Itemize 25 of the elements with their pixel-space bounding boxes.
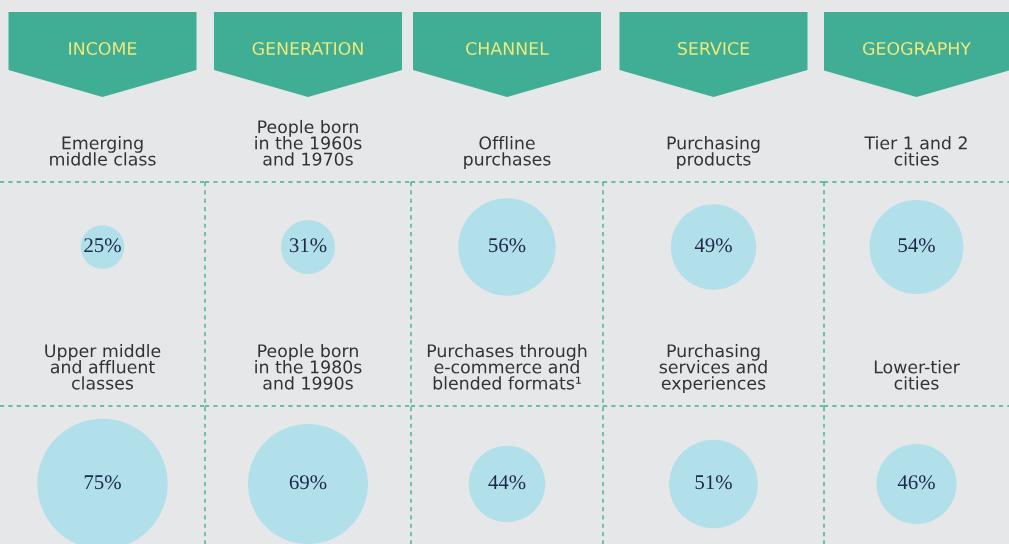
data-label: 54% xyxy=(898,238,935,253)
data-label: 25% xyxy=(84,238,121,253)
text: SERVICE xyxy=(678,41,749,56)
category-label: Emerging middle class xyxy=(50,136,156,166)
category-label: Purchasing services and experiences xyxy=(659,343,767,393)
data-label: 75% xyxy=(84,475,121,490)
category-label: Offline purchases xyxy=(464,136,551,169)
text: INCOME xyxy=(69,41,137,56)
category-label: Upper middle and affluent classes xyxy=(45,343,161,390)
category-label: Lower-tier cities xyxy=(874,360,960,390)
category-label: People born in the 1980s and 1990s xyxy=(255,343,362,390)
data-label: 69% xyxy=(289,475,327,490)
data-label: 49% xyxy=(694,238,732,253)
data-label: 31% xyxy=(289,238,327,253)
category-label: Tier 1 and 2 cities xyxy=(864,136,967,166)
text: GEOGRAPHY xyxy=(863,41,971,56)
text: GENERATION xyxy=(252,41,363,56)
category-label: Purchasing products xyxy=(667,136,760,169)
text: CHANNEL xyxy=(466,41,549,56)
data-label: 51% xyxy=(695,475,732,490)
data-label: 44% xyxy=(488,475,526,490)
data-label: 46% xyxy=(897,475,935,490)
category-label: Purchases through e-commerce and blended formats¹ xyxy=(427,343,587,390)
data-label: 56% xyxy=(489,238,526,253)
category-label: People born in the 1960s and 1970s xyxy=(255,119,362,166)
